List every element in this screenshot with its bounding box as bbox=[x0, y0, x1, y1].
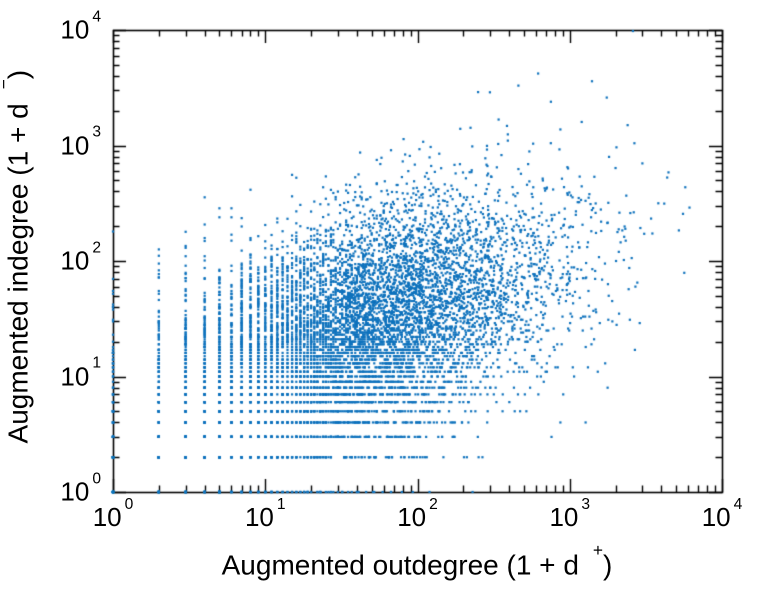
y-axis-label-close: ) bbox=[2, 69, 34, 80]
x-tick-label: 10 1 bbox=[244, 495, 286, 532]
x-tick-label: 10 0 bbox=[92, 495, 134, 532]
y-axis-label-superscript: − bbox=[0, 79, 14, 89]
y-tick-label: 10 2 bbox=[60, 239, 101, 276]
y-tick-label: 10 3 bbox=[60, 123, 101, 160]
y-tick-label: 10 1 bbox=[60, 354, 101, 391]
x-axis-label-superscript: + bbox=[592, 540, 604, 561]
x-axis-label: Augmented outdegree (1 + d +) bbox=[117, 540, 717, 581]
x-tick-label: 10 3 bbox=[549, 495, 591, 532]
x-tick-label: 10 4 bbox=[701, 495, 743, 532]
y-tick-label: 10 4 bbox=[60, 8, 101, 45]
x-tick-label: 10 2 bbox=[397, 495, 438, 532]
x-axis-label-text: Augmented outdegree (1 + d bbox=[221, 549, 579, 581]
y-tick-label: 10 0 bbox=[60, 470, 101, 507]
y-axis-label-text: Augmented indegree (1 + d bbox=[2, 103, 34, 444]
x-axis-label-close: ) bbox=[603, 549, 613, 581]
y-axis-label: Augmented indegree (1 + d −) bbox=[0, 0, 34, 557]
